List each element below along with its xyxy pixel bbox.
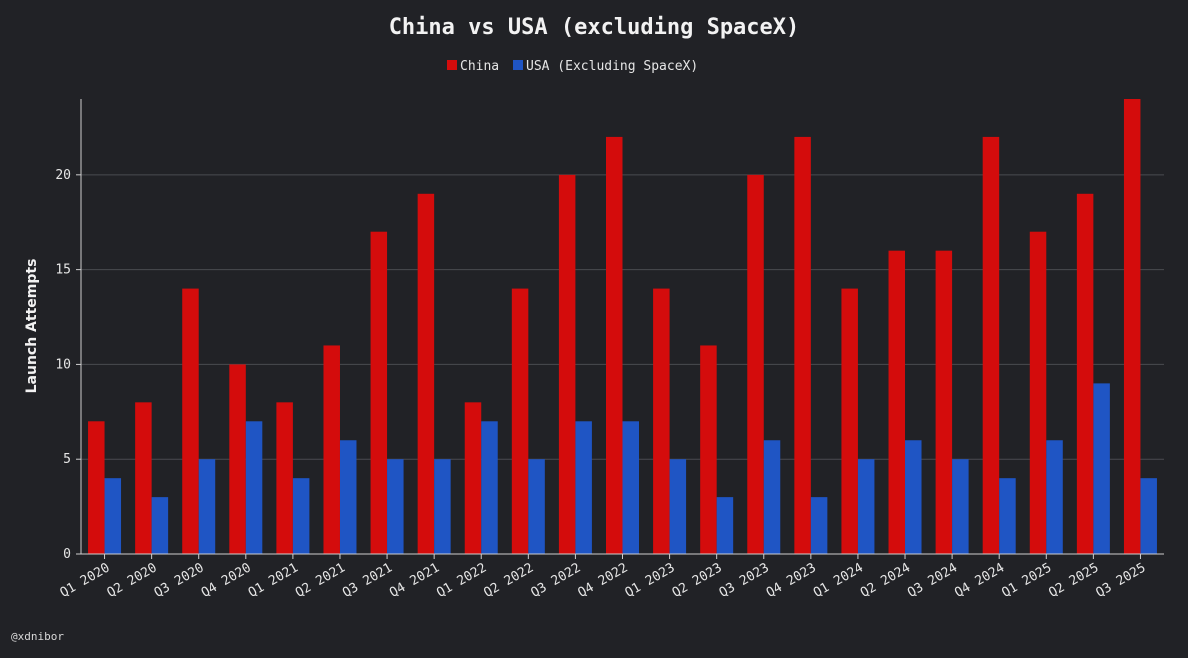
bar-china [370, 231, 388, 555]
bar-usa [716, 497, 734, 554]
x-tick-label: Q3 2023 [717, 560, 772, 600]
legend-swatch-usa [513, 60, 523, 70]
y-axis-label: Launch Attempts [24, 259, 40, 394]
x-tick-label: Q1 2021 [246, 560, 301, 600]
y-tick-labels: 0 5 10 15 20 [55, 168, 71, 562]
bar-china [653, 288, 670, 554]
bar-china [135, 402, 152, 554]
bar-china [323, 345, 340, 554]
bar-usa [575, 421, 592, 554]
chart-title: China vs USA (excluding SpaceX) [389, 15, 800, 40]
x-tick-label: Q4 2023 [764, 560, 819, 600]
bar-usa [1093, 383, 1110, 554]
x-tick-label: Q3 2020 [152, 560, 207, 600]
y-tick-label: 10 [55, 357, 71, 372]
x-tick-label: Q1 2022 [434, 560, 489, 600]
bar-usa [481, 421, 498, 554]
bar-usa [810, 497, 828, 554]
bar-usa [198, 459, 216, 554]
x-tick-label: Q3 2025 [1094, 560, 1149, 600]
legend-label-usa: USA (Excluding SpaceX) [526, 59, 698, 74]
bar-usa [528, 459, 545, 554]
bar-china [276, 402, 293, 554]
axes [76, 99, 1164, 559]
bar-usa [1046, 440, 1063, 554]
y-tick-label: 0 [63, 547, 71, 562]
x-tick-label: Q2 2021 [293, 560, 348, 600]
y-tick-label: 15 [55, 263, 71, 278]
x-tick-label: Q2 2022 [481, 560, 536, 600]
bar-china [794, 136, 811, 554]
bar-usa [1140, 478, 1157, 554]
bar-usa [905, 440, 922, 554]
bar-china [606, 136, 623, 554]
x-tick-label: Q1 2025 [999, 560, 1054, 600]
bar-china [935, 250, 953, 554]
x-tick-label: Q4 2021 [387, 560, 442, 600]
bar-usa [339, 440, 357, 554]
bars [88, 99, 1157, 555]
bar-china [511, 288, 529, 554]
bar-china [1123, 99, 1141, 554]
bar-china [464, 402, 482, 554]
bar-china [1076, 193, 1094, 554]
bar-usa [387, 459, 404, 554]
bar-china [229, 364, 246, 554]
bar-usa [669, 459, 687, 554]
credit-label: @xdnibor [11, 630, 64, 643]
bar-usa [763, 440, 781, 554]
x-tick-label: Q4 2024 [952, 560, 1007, 600]
bar-china [88, 421, 105, 554]
bar-usa [104, 478, 122, 554]
bar-china [1029, 231, 1047, 555]
x-tick-label: Q2 2025 [1046, 560, 1101, 600]
bar-china [841, 288, 858, 554]
bar-china [558, 174, 576, 555]
bar-usa [292, 478, 310, 554]
bar-china [700, 345, 717, 554]
x-tick-label: Q3 2021 [340, 560, 395, 600]
x-tick-label: Q2 2023 [670, 560, 725, 600]
x-tick-label: Q3 2024 [905, 560, 960, 600]
x-tick-label: Q1 2024 [811, 560, 866, 600]
bar-usa [245, 421, 263, 554]
y-tick-label: 5 [63, 452, 71, 467]
bar-usa [999, 478, 1016, 554]
legend: China USA (Excluding SpaceX) [447, 59, 698, 74]
x-tick-label: Q2 2020 [105, 560, 160, 600]
bar-china [182, 288, 199, 554]
x-tick-label: Q1 2023 [623, 560, 678, 600]
x-tick-label: Q2 2024 [858, 560, 913, 600]
bar-china [982, 136, 1000, 554]
y-tick-label: 20 [55, 168, 71, 183]
bar-china [417, 193, 435, 554]
bar-usa [151, 497, 169, 554]
x-tick-label: Q3 2022 [528, 560, 583, 600]
x-tick-label: Q4 2022 [576, 560, 631, 600]
legend-label-china: China [460, 59, 499, 74]
legend-swatch-china [447, 60, 457, 70]
bar-usa [952, 459, 969, 554]
x-tick-label: Q4 2020 [199, 560, 254, 600]
x-tick-label: Q1 2020 [58, 560, 113, 600]
bar-china [747, 174, 764, 555]
bar-usa [622, 421, 639, 554]
bar-usa [434, 459, 451, 554]
bar-china [888, 250, 906, 554]
bar-usa [857, 459, 875, 554]
